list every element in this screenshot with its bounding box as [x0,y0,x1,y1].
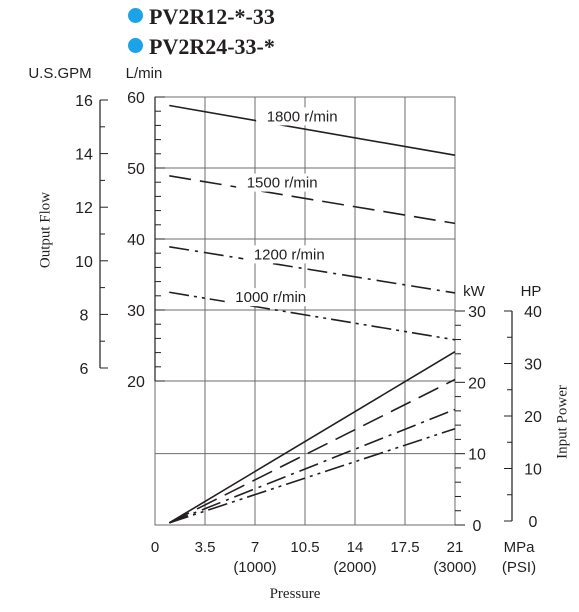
flow-line-3 [169,291,456,341]
lpm-tick-label: 40 [127,232,145,249]
rpm-label-bg-1 [236,173,329,192]
kw-unit-label: kW [463,283,486,300]
axes: 20 30 40 50 60 L/min 6 8 10 12 14 16 U.S.GPM 0 10 20 30 k… [28,65,542,576]
power-line-3 [169,427,456,524]
hp-tick-label: 20 [524,409,542,426]
x-tick-label: 0 [151,539,159,556]
x-tick-label: 17.5 [390,539,419,556]
flow-line-2 [169,246,456,294]
x-unit-sublabel: (PSI) [502,559,536,576]
gpm-tick-label: 10 [75,254,93,271]
rpm-label-0: 1800 r/min [267,108,338,125]
power-line-0 [168,350,456,524]
hp-tick-label: 10 [524,462,542,479]
flow-line-1 [169,175,456,225]
x-axis-label: Pressure [269,586,321,602]
x-tick-label: 10.5 [290,539,319,556]
flow-line-0 [169,104,456,157]
legend-label-0: PV2R12-*-33 [149,4,275,29]
lpm-tick-label: 20 [127,374,145,391]
rpm-label-bg-2 [243,245,336,264]
x-tick-sublabel: (3000) [433,559,476,576]
grid [154,96,456,526]
hp-tick-label: 0 [529,514,538,531]
series-lines [168,104,456,524]
x-tick-label: 7 [251,539,259,556]
rpm-label-bg-0 [256,107,349,126]
lpm-unit-label: L/min [126,65,163,82]
legend-marker-1 [128,38,143,53]
legend-marker-0 [128,8,143,23]
kw-tick-label: 30 [468,304,486,321]
legend-item-pv2r24: PV2R24-33-* [128,34,275,60]
power-line-1 [168,378,456,524]
kw-tick-label: 10 [468,447,486,464]
legend-item-pv2r12: PV2R12-*-33 [128,4,275,30]
power-line-2 [168,408,456,524]
rpm-label-3: 1000 r/min [235,289,306,306]
rpm-label-2: 1200 r/min [254,246,325,263]
x-tick-label: 14 [347,539,364,556]
lpm-tick-label: 50 [127,161,145,178]
gpm-tick-label: 6 [80,361,89,378]
x-tick-sublabel: (2000) [333,559,376,576]
gpm-tick-label: 8 [80,307,89,324]
x-tick-label: 21 [447,539,464,556]
rpm-label-1: 1500 r/min [247,175,318,192]
labels: 1800 r/min 1500 r/min 1200 r/min 1000 r/min [224,107,349,307]
gpm-tick-label: 16 [75,93,93,110]
hp-tick-label: 30 [524,357,542,374]
gpm-unit-label: U.S.GPM [28,65,91,82]
kw-tick-label: 0 [473,518,482,535]
gpm-tick-label: 14 [75,147,93,164]
hp-unit-label: HP [521,283,542,300]
kw-tick-label: 20 [468,375,486,392]
lpm-tick-label: 30 [127,303,145,320]
x-tick-sublabel: (1000) [233,559,276,576]
rpm-label-bg-3 [224,288,317,307]
legend-label-1: PV2R24-33-* [149,34,275,59]
hp-tick-label: 40 [524,304,542,321]
x-tick-label: 3.5 [195,539,216,556]
gpm-tick-label: 12 [75,200,93,217]
lpm-tick-label: 60 [127,90,145,107]
x-unit-label: MPa [504,539,536,556]
